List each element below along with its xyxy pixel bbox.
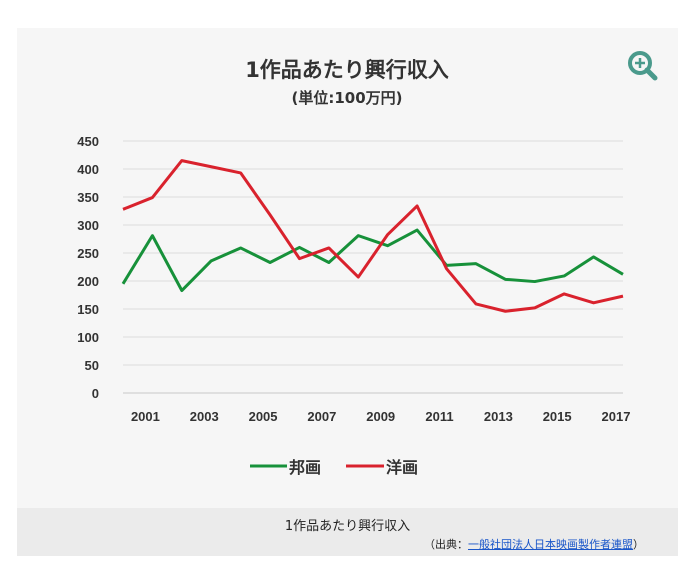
chart-card: 1作品あたり興行収入 (単位:100万円) 0 50 100 150 200 250 300… [17, 28, 678, 508]
x-tick-label: 2011 [425, 409, 453, 424]
legend-item-yoga[interactable]: 洋画 [346, 458, 418, 477]
source-link[interactable]: 一般社団法人日本映画製作者連盟 [468, 538, 633, 551]
chart-title: 1作品あたり興行収入 [245, 58, 449, 82]
x-tick-label: 2017 [602, 409, 631, 424]
x-tick-label: 2009 [366, 409, 395, 424]
y-tick-label: 250 [77, 246, 99, 261]
x-tick-label: 2001 [131, 409, 160, 424]
x-tick-label: 2007 [307, 409, 336, 424]
zoom-button[interactable] [628, 51, 658, 81]
x-tick-label: 2005 [249, 409, 278, 424]
y-axis-ticks: 0 50 100 150 200 250 300 350 400 450 [77, 134, 99, 401]
y-tick-label: 50 [85, 358, 99, 373]
series-line-1[interactable] [122, 159, 624, 313]
y-tick-label: 150 [77, 302, 99, 317]
line-chart: 1作品あたり興行収入 (単位:100万円) 0 50 100 150 200 250 300… [77, 51, 658, 477]
series-line-0[interactable] [121, 228, 624, 293]
y-tick-label: 350 [77, 190, 99, 205]
legend-label-yoga: 洋画 [386, 458, 418, 477]
grid-lines [123, 140, 623, 394]
source-suffix: ） [633, 538, 644, 551]
legend: 邦画 洋画 [250, 458, 418, 477]
y-tick-label: 100 [77, 330, 99, 345]
x-axis-ticks: 2001 2003 2005 2007 2009 2011 2013 2015 2017 [131, 409, 631, 424]
y-tick-label: 450 [77, 134, 99, 149]
caption-source: （出典：一般社団法人日本映画製作者連盟） [424, 536, 644, 552]
caption-title: 1作品あたり興行収入 [284, 519, 411, 534]
y-tick-label: 300 [77, 218, 99, 233]
y-tick-label: 0 [92, 386, 99, 401]
legend-label-hoga: 邦画 [289, 458, 321, 477]
zoom-in-icon[interactable] [628, 51, 652, 75]
x-tick-label: 2003 [190, 409, 219, 424]
x-tick-label: 2013 [484, 409, 513, 424]
series-lines [121, 159, 624, 313]
caption-box: 1作品あたり興行収入 （出典：一般社団法人日本映画製作者連盟） [17, 508, 678, 556]
x-tick-label: 2015 [543, 409, 572, 424]
source-prefix: （出典： [424, 538, 468, 551]
chart-subtitle: (単位:100万円) [291, 89, 402, 107]
y-tick-label: 200 [77, 274, 99, 289]
legend-item-hoga[interactable]: 邦画 [250, 458, 321, 477]
y-tick-label: 400 [77, 162, 99, 177]
